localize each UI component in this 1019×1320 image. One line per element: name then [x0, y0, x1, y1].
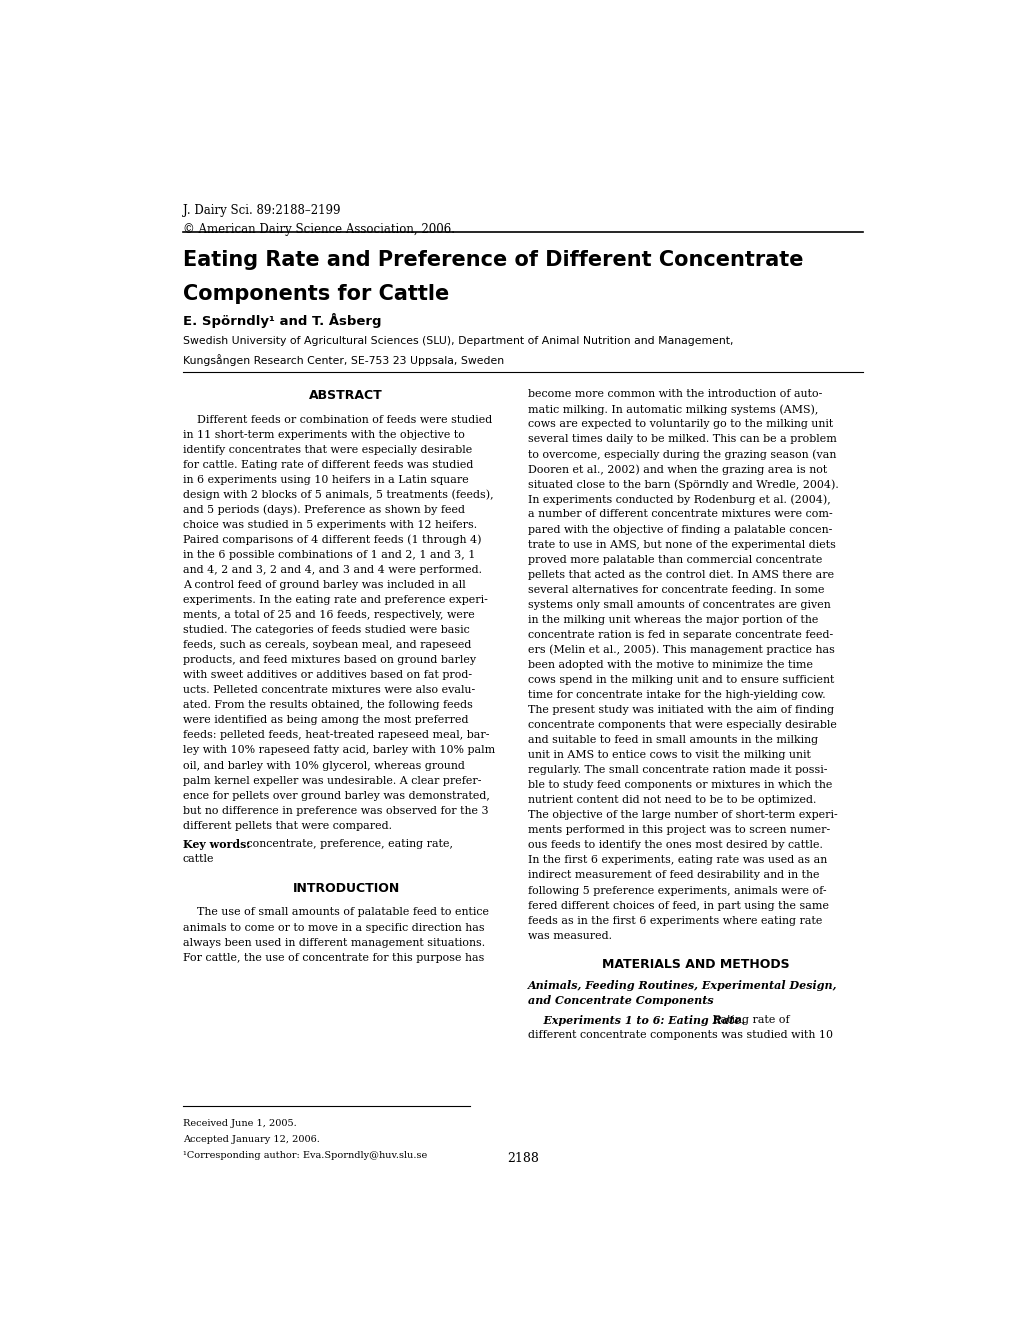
Text: situated close to the barn (Spörndly and Wredle, 2004).: situated close to the barn (Spörndly and… [528, 479, 839, 490]
Text: ments performed in this project was to screen numer-: ments performed in this project was to s… [528, 825, 829, 836]
Text: in the 6 possible combinations of 1 and 2, 1 and 3, 1: in the 6 possible combinations of 1 and … [182, 550, 475, 560]
Text: become more common with the introduction of auto-: become more common with the introduction… [528, 389, 822, 399]
Text: concentrate components that were especially desirable: concentrate components that were especia… [528, 721, 837, 730]
Text: concentrate, preference, eating rate,: concentrate, preference, eating rate, [243, 838, 452, 849]
Text: © American Dairy Science Association, 2006.: © American Dairy Science Association, 20… [182, 223, 454, 236]
Text: ley with 10% rapeseed fatty acid, barley with 10% palm: ley with 10% rapeseed fatty acid, barley… [182, 746, 494, 755]
Text: cows spend in the milking unit and to ensure sufficient: cows spend in the milking unit and to en… [528, 675, 834, 685]
Text: cows are expected to voluntarily go to the milking unit: cows are expected to voluntarily go to t… [528, 420, 833, 429]
Text: feeds as in the first 6 experiments where eating rate: feeds as in the first 6 experiments wher… [528, 916, 822, 925]
Text: several times daily to be milked. This can be a problem: several times daily to be milked. This c… [528, 434, 837, 445]
Text: ucts. Pelleted concentrate mixtures were also evalu-: ucts. Pelleted concentrate mixtures were… [182, 685, 475, 696]
Text: following 5 preference experiments, animals were of-: following 5 preference experiments, anim… [528, 886, 826, 895]
Text: feeds: pelleted feeds, heat-treated rapeseed meal, bar-: feeds: pelleted feeds, heat-treated rape… [182, 730, 489, 741]
Text: several alternatives for concentrate feeding. In some: several alternatives for concentrate fee… [528, 585, 824, 595]
Text: been adopted with the motive to minimize the time: been adopted with the motive to minimize… [528, 660, 812, 669]
Text: ers (Melin et al., 2005). This management practice has: ers (Melin et al., 2005). This managemen… [528, 645, 835, 656]
Text: trate to use in AMS, but none of the experimental diets: trate to use in AMS, but none of the exp… [528, 540, 836, 549]
Text: with sweet additives or additives based on fat prod-: with sweet additives or additives based … [182, 671, 472, 680]
Text: to overcome, especially during the grazing season (van: to overcome, especially during the grazi… [528, 449, 836, 459]
Text: The objective of the large number of short-term experi-: The objective of the large number of sho… [528, 810, 838, 820]
Text: Received June 1, 2005.: Received June 1, 2005. [182, 1119, 297, 1127]
Text: and Concentrate Components: and Concentrate Components [528, 995, 713, 1006]
Text: different pellets that were compared.: different pellets that were compared. [182, 821, 391, 830]
Text: were identified as being among the most preferred: were identified as being among the most … [182, 715, 468, 726]
Text: MATERIALS AND METHODS: MATERIALS AND METHODS [601, 958, 789, 972]
Text: Components for Cattle: Components for Cattle [182, 284, 448, 305]
Text: systems only small amounts of concentrates are given: systems only small amounts of concentrat… [528, 599, 830, 610]
Text: choice was studied in 5 experiments with 12 heifers.: choice was studied in 5 experiments with… [182, 520, 477, 529]
Text: experiments. In the eating rate and preference experi-: experiments. In the eating rate and pref… [182, 595, 487, 605]
Text: Kungsången Research Center, SE-753 23 Uppsala, Sweden: Kungsången Research Center, SE-753 23 Up… [182, 355, 503, 367]
Text: and 4, 2 and 3, 2 and 4, and 3 and 4 were performed.: and 4, 2 and 3, 2 and 4, and 3 and 4 wer… [182, 565, 481, 576]
Text: and suitable to feed in small amounts in the milking: and suitable to feed in small amounts in… [528, 735, 817, 744]
Text: matic milking. In automatic milking systems (AMS),: matic milking. In automatic milking syst… [528, 404, 818, 414]
Text: Paired comparisons of 4 different feeds (1 through 4): Paired comparisons of 4 different feeds … [182, 535, 481, 545]
Text: The present study was initiated with the aim of finding: The present study was initiated with the… [528, 705, 834, 715]
Text: ABSTRACT: ABSTRACT [309, 389, 382, 403]
Text: design with 2 blocks of 5 animals, 5 treatments (feeds),: design with 2 blocks of 5 animals, 5 tre… [182, 490, 493, 500]
Text: unit in AMS to entice cows to visit the milking unit: unit in AMS to entice cows to visit the … [528, 750, 810, 760]
Text: Animals, Feeding Routines, Experimental Design,: Animals, Feeding Routines, Experimental … [528, 981, 837, 991]
Text: but no difference in preference was observed for the 3: but no difference in preference was obse… [182, 805, 488, 816]
Text: in 6 experiments using 10 heifers in a Latin square: in 6 experiments using 10 heifers in a L… [182, 475, 468, 484]
Text: indirect measurement of feed desirability and in the: indirect measurement of feed desirabilit… [528, 870, 819, 880]
Text: identify concentrates that were especially desirable: identify concentrates that were especial… [182, 445, 472, 454]
Text: feeds, such as cereals, soybean meal, and rapeseed: feeds, such as cereals, soybean meal, an… [182, 640, 471, 651]
Text: products, and feed mixtures based on ground barley: products, and feed mixtures based on gro… [182, 655, 476, 665]
Text: ¹Corresponding author: Eva.Sporndly@huv.slu.se: ¹Corresponding author: Eva.Sporndly@huv.… [182, 1151, 427, 1160]
Text: cattle: cattle [182, 854, 214, 863]
Text: palm kernel expeller was undesirable. A clear prefer-: palm kernel expeller was undesirable. A … [182, 776, 481, 785]
Text: animals to come or to move in a specific direction has: animals to come or to move in a specific… [182, 923, 484, 932]
Text: ments, a total of 25 and 16 feeds, respectively, were: ments, a total of 25 and 16 feeds, respe… [182, 610, 474, 620]
Text: J. Dairy Sci. 89:2188–2199: J. Dairy Sci. 89:2188–2199 [182, 205, 340, 216]
Text: INTRODUCTION: INTRODUCTION [292, 882, 399, 895]
Text: always been used in different management situations.: always been used in different management… [182, 937, 484, 948]
Text: in the milking unit whereas the major portion of the: in the milking unit whereas the major po… [528, 615, 818, 624]
Text: Key words:: Key words: [182, 838, 250, 850]
Text: In the first 6 experiments, eating rate was used as an: In the first 6 experiments, eating rate … [528, 855, 826, 866]
Text: for cattle. Eating rate of different feeds was studied: for cattle. Eating rate of different fee… [182, 459, 473, 470]
Text: The use of small amounts of palatable feed to entice: The use of small amounts of palatable fe… [182, 907, 488, 917]
Text: concentrate ration is fed in separate concentrate feed-: concentrate ration is fed in separate co… [528, 630, 833, 640]
Text: time for concentrate intake for the high-yielding cow.: time for concentrate intake for the high… [528, 690, 825, 700]
Text: was measured.: was measured. [528, 931, 611, 941]
Text: ence for pellets over ground barley was demonstrated,: ence for pellets over ground barley was … [182, 791, 489, 801]
Text: and 5 periods (days). Preference as shown by feed: and 5 periods (days). Preference as show… [182, 504, 465, 515]
Text: For cattle, the use of concentrate for this purpose has: For cattle, the use of concentrate for t… [182, 953, 484, 962]
Text: A control feed of ground barley was included in all: A control feed of ground barley was incl… [182, 579, 465, 590]
Text: E. Spörndly¹ and T. Åsberg: E. Spörndly¹ and T. Åsberg [182, 313, 381, 327]
Text: Eating rate of: Eating rate of [708, 1015, 789, 1024]
Text: oil, and barley with 10% glycerol, whereas ground: oil, and barley with 10% glycerol, where… [182, 760, 465, 771]
Text: Experiments 1 to 6: Eating Rate.: Experiments 1 to 6: Eating Rate. [528, 1015, 745, 1026]
Text: proved more palatable than commercial concentrate: proved more palatable than commercial co… [528, 554, 822, 565]
Text: ble to study feed components or mixtures in which the: ble to study feed components or mixtures… [528, 780, 832, 791]
Text: in 11 short-term experiments with the objective to: in 11 short-term experiments with the ob… [182, 429, 465, 440]
Text: Eating Rate and Preference of Different Concentrate: Eating Rate and Preference of Different … [182, 249, 803, 269]
Text: Swedish University of Agricultural Sciences (SLU), Department of Animal Nutritio: Swedish University of Agricultural Scien… [182, 337, 733, 346]
Text: nutrient content did not need to be to be optimized.: nutrient content did not need to be to b… [528, 795, 816, 805]
Text: pellets that acted as the control diet. In AMS there are: pellets that acted as the control diet. … [528, 570, 834, 579]
Text: regularly. The small concentrate ration made it possi-: regularly. The small concentrate ration … [528, 766, 827, 775]
Text: different concentrate components was studied with 10: different concentrate components was stu… [528, 1030, 833, 1040]
Text: Accepted January 12, 2006.: Accepted January 12, 2006. [182, 1135, 319, 1144]
Text: Dooren et al., 2002) and when the grazing area is not: Dooren et al., 2002) and when the grazin… [528, 465, 826, 475]
Text: ous feeds to identify the ones most desired by cattle.: ous feeds to identify the ones most desi… [528, 841, 822, 850]
Text: fered different choices of feed, in part using the same: fered different choices of feed, in part… [528, 900, 828, 911]
Text: a number of different concentrate mixtures were com-: a number of different concentrate mixtur… [528, 510, 833, 520]
Text: pared with the objective of finding a palatable concen-: pared with the objective of finding a pa… [528, 524, 832, 535]
Text: studied. The categories of feeds studied were basic: studied. The categories of feeds studied… [182, 626, 469, 635]
Text: 2188: 2188 [506, 1152, 538, 1166]
Text: Different feeds or combination of feeds were studied: Different feeds or combination of feeds … [182, 414, 491, 425]
Text: ated. From the results obtained, the following feeds: ated. From the results obtained, the fol… [182, 701, 472, 710]
Text: In experiments conducted by Rodenburg et al. (2004),: In experiments conducted by Rodenburg et… [528, 495, 830, 506]
